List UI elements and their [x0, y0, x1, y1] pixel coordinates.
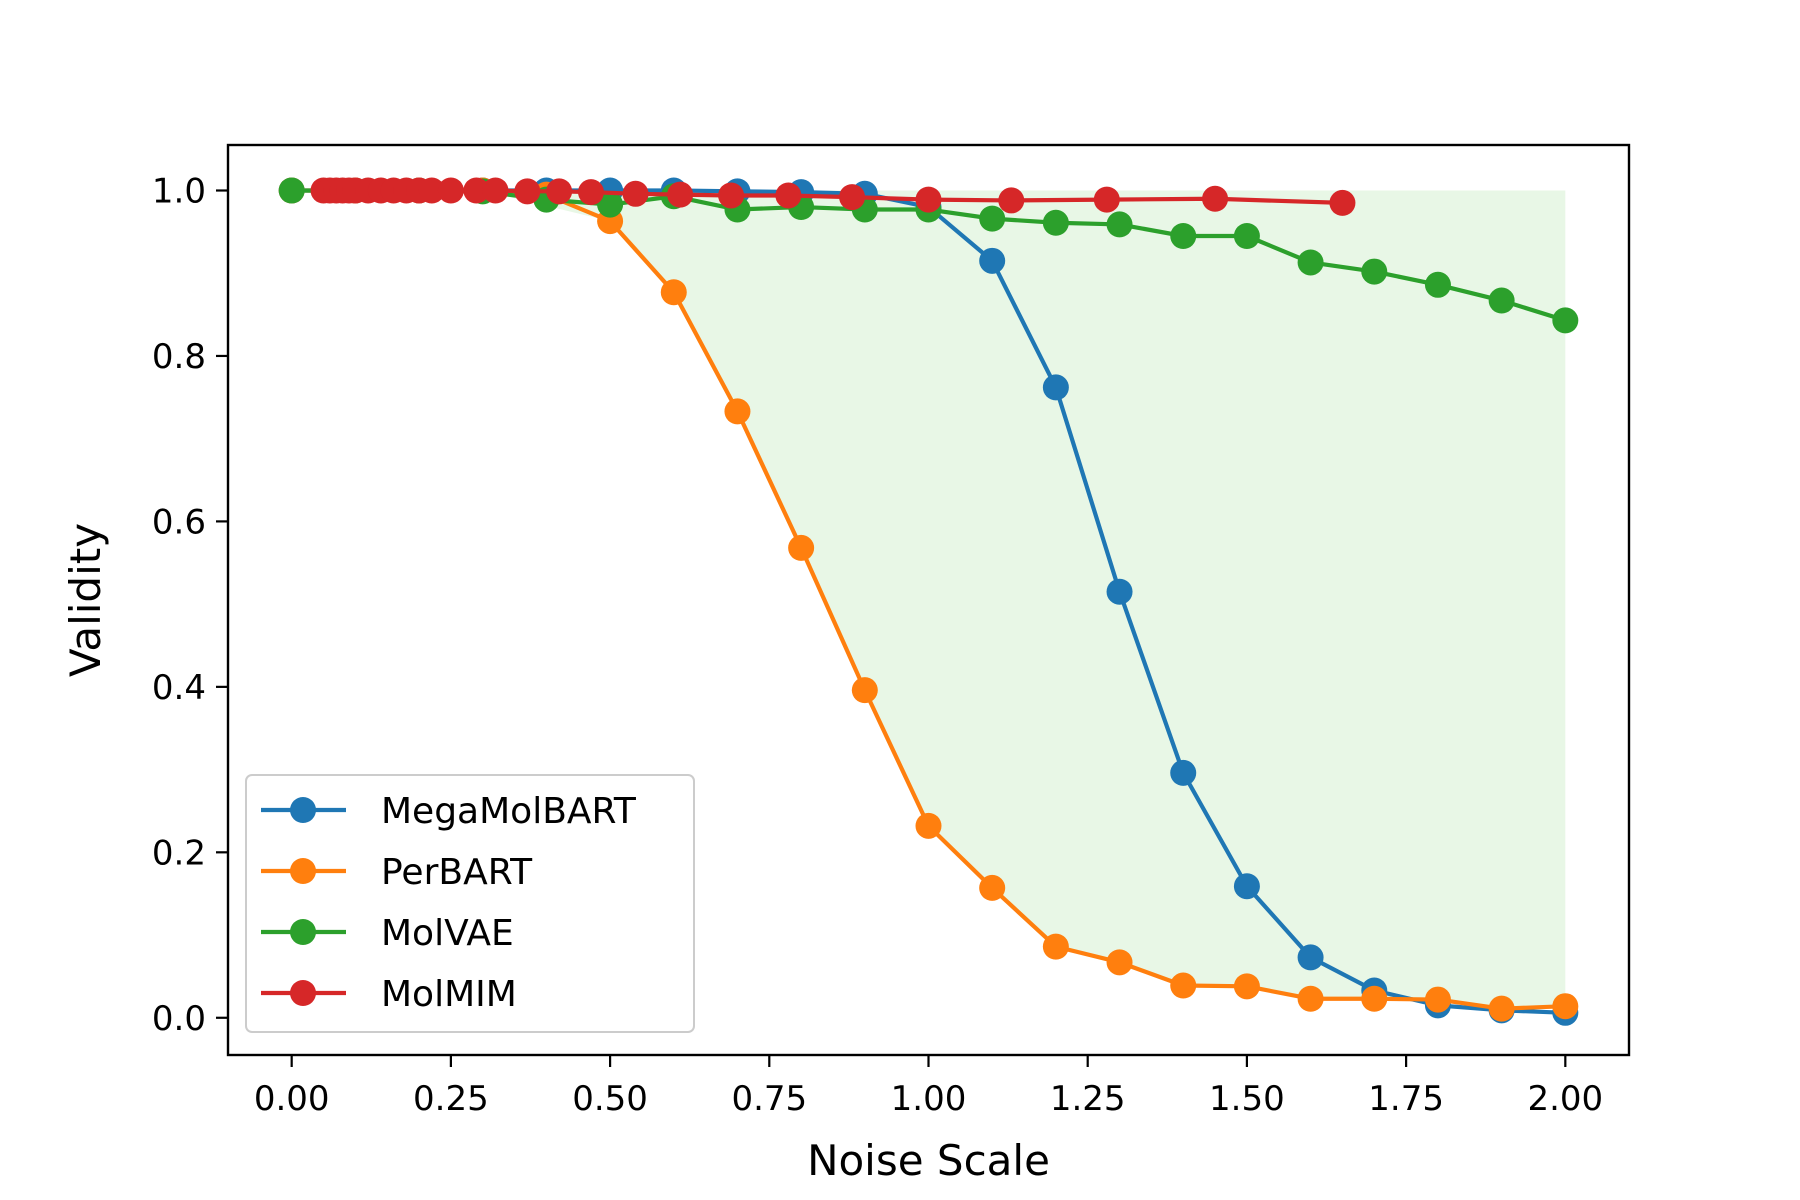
data-point: [1170, 972, 1197, 999]
x-tick-label: 0.00: [254, 1079, 330, 1119]
data-point: [1488, 995, 1515, 1022]
data-point: [1042, 209, 1069, 236]
data-point: [577, 179, 604, 206]
data-point: [546, 178, 573, 205]
data-point: [775, 182, 802, 209]
data-point: [1424, 271, 1451, 298]
data-point: [979, 247, 1006, 274]
x-tick-label: 0.75: [731, 1079, 807, 1119]
data-point: [482, 177, 509, 204]
data-point: [1361, 985, 1388, 1012]
data-point: [278, 177, 305, 204]
data-point: [418, 177, 445, 204]
legend-marker: [290, 858, 316, 884]
x-tick-label: 1.25: [1050, 1079, 1126, 1119]
data-point: [839, 184, 866, 211]
series-layer: [278, 177, 1579, 1026]
x-tick-label: 1.00: [891, 1079, 967, 1119]
data-point: [1297, 249, 1324, 276]
data-point: [851, 677, 878, 704]
y-axis-title: Validity: [61, 523, 110, 677]
data-point: [724, 398, 751, 425]
data-point: [463, 177, 490, 204]
legend-marker: [290, 797, 316, 823]
y-tick-label: 1.0: [152, 172, 206, 212]
data-point: [1202, 185, 1229, 212]
x-tick-label: 1.50: [1209, 1079, 1285, 1119]
data-point: [1106, 578, 1133, 605]
x-tick-label: 0.25: [413, 1079, 489, 1119]
y-tick-label: 0.2: [152, 833, 206, 873]
data-point: [1297, 985, 1324, 1012]
data-point: [1361, 258, 1388, 285]
data-point: [1170, 759, 1197, 786]
legend-label: PerBART: [381, 852, 533, 893]
data-point: [979, 874, 1006, 901]
legend-entry: PerBART: [261, 852, 533, 893]
shaded-region-layer: [482, 190, 1566, 1009]
x-axis-title: Noise Scale: [807, 1136, 1050, 1185]
y-tick-label: 0.4: [152, 668, 206, 708]
legend-box: [245, 774, 695, 1033]
data-point: [667, 181, 694, 208]
legend-label: MolVAE: [381, 913, 514, 954]
legend-marker: [290, 980, 316, 1006]
y-tick-label: 0.8: [152, 337, 206, 377]
data-point: [788, 534, 815, 561]
shaded-region: [482, 190, 1566, 1009]
data-point: [514, 178, 541, 205]
data-point: [622, 180, 649, 207]
data-point: [915, 186, 942, 213]
data-point: [1106, 211, 1133, 238]
legend-marker: [290, 919, 316, 945]
data-point: [1329, 189, 1356, 216]
legend-label: MegaMolBART: [381, 791, 637, 832]
data-point: [1488, 287, 1515, 314]
data-point: [660, 279, 687, 306]
data-point: [1106, 949, 1133, 976]
y-axis-ticks: 0.0 0.2 0.4 0.6 0.8 1.0: [152, 172, 228, 1039]
y-tick-label: 0.6: [152, 502, 206, 542]
legend-label: MolMIM: [381, 974, 517, 1015]
legend-entry: MolMIM: [261, 974, 517, 1015]
legend: MegaMolBART PerBART MolVAE MolMIM: [245, 774, 695, 1033]
data-point: [1552, 993, 1579, 1020]
data-point: [1297, 944, 1324, 971]
data-point: [1042, 933, 1069, 960]
data-point: [718, 182, 745, 209]
data-point: [979, 205, 1006, 232]
legend-entry: MolVAE: [261, 913, 514, 954]
x-tick-label: 1.75: [1368, 1079, 1444, 1119]
data-point: [1552, 307, 1579, 334]
data-point: [1170, 223, 1197, 249]
legend-entries: MegaMolBART PerBART MolVAE MolMIM: [261, 791, 637, 1015]
data-point: [1233, 973, 1260, 1000]
data-point: [915, 812, 942, 839]
series-molmim: [310, 177, 1356, 216]
data-point: [1042, 374, 1069, 401]
x-tick-label: 2.00: [1527, 1079, 1603, 1119]
data-point: [1233, 223, 1260, 249]
data-point: [597, 191, 624, 218]
x-axis-ticks: 0.00 0.25 0.50 0.75 1.00 1.25 1.50 1.75 2.00: [254, 1055, 1603, 1119]
data-point: [1233, 873, 1260, 900]
data-point: [437, 177, 464, 204]
x-tick-label: 0.50: [572, 1079, 648, 1119]
data-point: [1093, 186, 1120, 213]
data-point: [1424, 986, 1451, 1013]
legend-entry: MegaMolBART: [261, 791, 637, 832]
data-point: [998, 187, 1025, 214]
y-tick-label: 0.0: [152, 999, 206, 1039]
